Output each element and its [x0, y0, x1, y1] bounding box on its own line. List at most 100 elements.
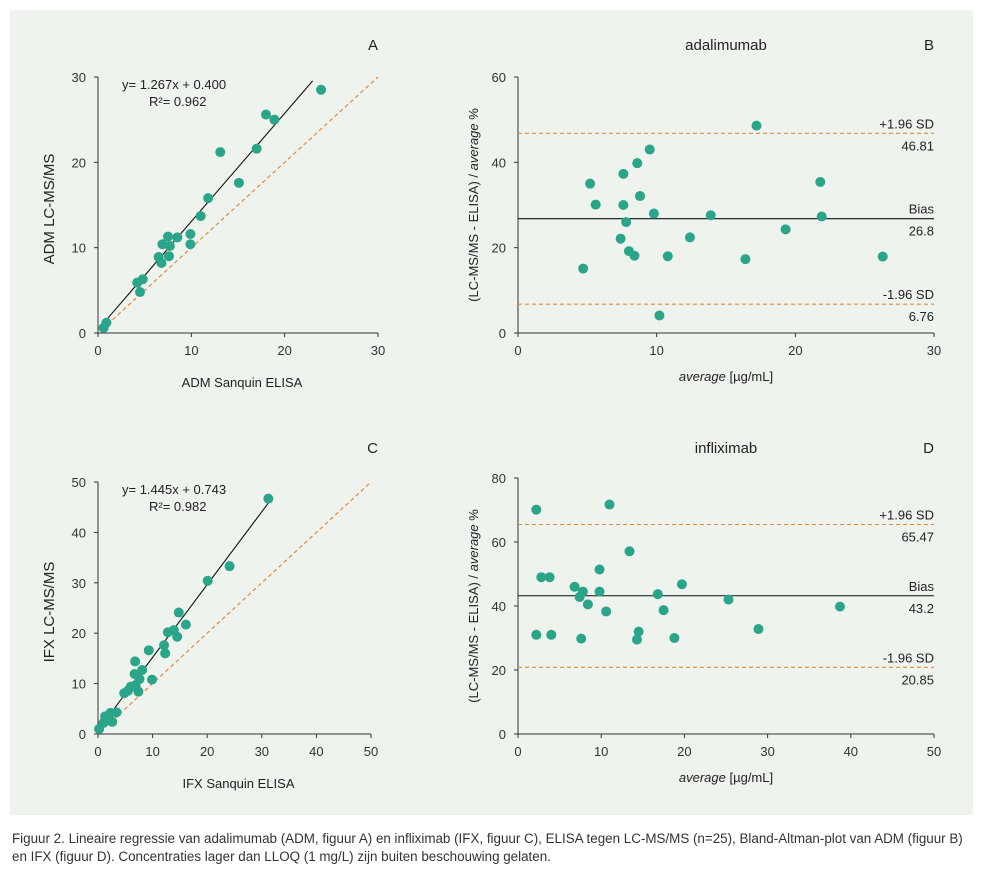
panel-b-data-point — [635, 191, 646, 202]
panel-c-data-point — [111, 707, 122, 718]
panel-b-data-point — [684, 232, 695, 243]
panel-b-data-point — [654, 310, 665, 321]
panel-c-x-tick-label: 50 — [364, 744, 378, 759]
panel-b-x-axis-label: average [µg/mL] — [679, 369, 773, 384]
panel-d-ref-line-label: -1.96 SD — [883, 650, 934, 665]
panel-d-data-point — [658, 605, 669, 616]
panel-d-x-tick-label: 50 — [927, 744, 941, 759]
panel-d-y-tick-label: 40 — [492, 599, 506, 614]
panel-a-data-point — [261, 109, 271, 120]
panel-b-data-point — [644, 144, 655, 155]
panel-b-y-tick-label: 60 — [492, 70, 506, 85]
panel-b-data-point — [816, 211, 827, 222]
panel-a-data-point — [157, 239, 168, 250]
panel-d-y-tick-label: 20 — [492, 663, 506, 678]
panel-d-data-point — [669, 633, 680, 643]
panel-a-data-point — [156, 258, 167, 269]
panel-a-x-tick-label: 20 — [277, 343, 291, 358]
panel-d-data-point — [546, 629, 557, 640]
panel-d-ref-line-value: 65.47 — [901, 529, 934, 544]
panel-c-y-tick-label: 20 — [72, 626, 86, 641]
panel-b-y-tick-label: 40 — [492, 155, 506, 170]
panel-c-data-point — [134, 674, 145, 685]
panel-b-data-point — [740, 254, 751, 265]
panel-b-data-point — [751, 120, 762, 131]
panel-d-ref-line-label: +1.96 SD — [879, 507, 934, 522]
panel-d-data-point — [624, 546, 635, 557]
panel-c-regression-equation: y= 1.445x + 0.743 — [122, 482, 226, 497]
panel-c-data-point — [173, 607, 184, 618]
panel-b-data-point — [815, 176, 826, 187]
panel-c-y-axis-label: IFX LC-MS/MS — [41, 562, 58, 663]
panel-a-data-point — [164, 240, 175, 251]
panel-a-data-point — [185, 239, 196, 250]
panel-b-ref-line-label: Bias — [909, 202, 935, 217]
panel-d-data-point — [594, 586, 605, 597]
panel-d-data-point — [633, 626, 644, 637]
panel-a-data-point — [163, 231, 173, 242]
panel-d-data-point — [723, 594, 734, 605]
panel-b-x-tick-label: 0 — [514, 343, 521, 358]
panel-b-ref-line-label: -1.96 SD — [883, 287, 934, 302]
panel-a-data-point — [269, 114, 280, 125]
panel-b-x-tick-label: 30 — [927, 343, 941, 358]
panel-c-data-point — [160, 648, 171, 659]
panel-c-y-tick-label: 0 — [79, 727, 86, 742]
panel-d-y-tick-label: 80 — [492, 471, 506, 486]
panel-d-data-point — [834, 601, 845, 612]
panel-a-data-point — [233, 177, 244, 188]
panel-d-data-point — [676, 579, 687, 590]
panel-d-data-point — [604, 499, 615, 510]
panel-b-data-point — [780, 224, 791, 235]
panel-c-data-point — [202, 575, 213, 586]
panel-c-x-tick-label: 0 — [94, 744, 101, 759]
panel-b-data-point — [618, 168, 629, 179]
panel-b-ref-line-value: 6.76 — [909, 309, 934, 324]
panel-b-y-tick-label: 0 — [499, 326, 506, 341]
panel-d-data-point — [536, 572, 547, 583]
panel-a-y-tick-label: 0 — [79, 326, 86, 341]
panel-d-data-point — [652, 589, 663, 600]
panel-b-data-point — [618, 200, 629, 210]
panel-c-x-axis-label: IFX Sanquin ELISA — [182, 776, 294, 791]
panel-b-data-point — [578, 263, 589, 274]
panel-d-data-point — [569, 581, 580, 592]
panel-a-y-axis-label: ADM LC-MS/MS — [41, 154, 58, 265]
panel-c-x-tick-label: 40 — [309, 744, 323, 759]
panel-a-letter: A — [368, 37, 378, 54]
panel-d-x-tick-label: 40 — [844, 744, 858, 759]
panel-d-data-point — [601, 606, 612, 617]
panel-b-data-point — [621, 217, 632, 228]
panel-b-ref-line-value: 26.8 — [909, 224, 934, 239]
panel-a-x-axis-label: ADM Sanquin ELISA — [182, 375, 303, 390]
panel-b-x-tick-label: 20 — [788, 343, 802, 358]
panel-d-x-tick-label: 30 — [760, 744, 774, 759]
panel-a-y-tick-label: 20 — [72, 155, 86, 170]
panel-a-identity-line — [106, 76, 379, 325]
panel-d-y-axis-label: (LC-MS/MS - ELISA) / average % — [466, 509, 481, 703]
panel-d-ref-line-value: 20.85 — [901, 672, 934, 687]
panel-c-x-tick-label: 30 — [255, 744, 269, 759]
panel-b-y-tick-label: 20 — [492, 241, 506, 256]
panel-c-data-point — [137, 664, 148, 675]
panel-a-data-point — [203, 193, 214, 204]
panel-c-y-tick-label: 30 — [72, 576, 86, 591]
panel-d-letter: D — [923, 440, 934, 457]
panel-a-data-point — [172, 232, 183, 243]
panel-c-x-tick-label: 20 — [200, 744, 214, 759]
panel-c-r-squared: R²= 0.982 — [149, 499, 206, 514]
panel-c-x-tick-label: 10 — [145, 744, 159, 759]
panel-c-y-tick-label: 50 — [72, 475, 86, 490]
panel-c-letter: C — [367, 440, 378, 457]
panel-d-data-point — [544, 572, 555, 583]
panel-d-data-point — [753, 624, 764, 635]
panel-d-y-tick-label: 60 — [492, 535, 506, 550]
panel-b-letter: B — [924, 37, 934, 54]
figure-background — [10, 10, 973, 815]
panel-a-data-point — [135, 287, 145, 298]
panel-c-data-point — [263, 493, 274, 504]
panel-d-x-tick-label: 10 — [594, 744, 608, 759]
panel-a-regression-equation: y= 1.267x + 0.400 — [122, 77, 226, 92]
panel-a-x-tick-label: 30 — [371, 343, 385, 358]
panel-b-y-axis-label: (LC-MS/MS - ELISA) / average % — [466, 108, 481, 302]
